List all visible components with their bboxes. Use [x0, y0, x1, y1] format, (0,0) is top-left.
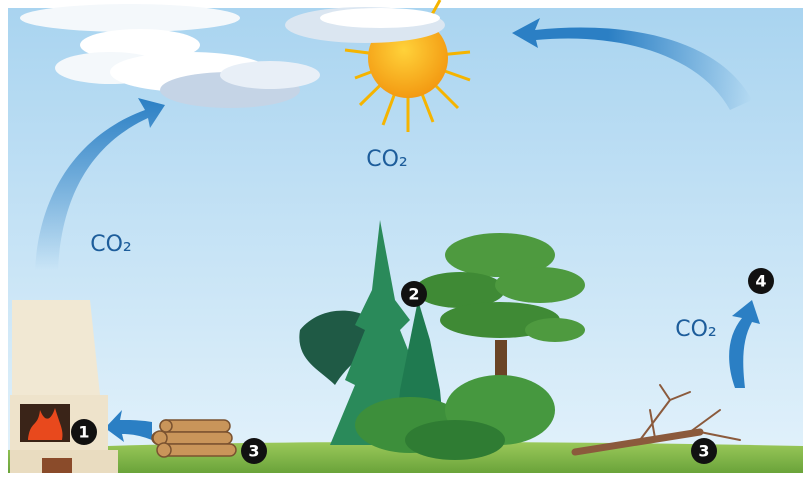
- marker-number: 3: [248, 442, 259, 461]
- woodpile: [152, 420, 236, 457]
- marker: 4: [748, 268, 774, 294]
- carbon-cycle-illustration: CO₂ CO₂ CO₂ 1 2 3 3 4: [0, 0, 811, 479]
- marker-number: 3: [698, 442, 709, 461]
- co2-label: CO₂: [366, 147, 408, 172]
- marker: 3: [691, 438, 717, 464]
- marker: 3: [241, 438, 267, 464]
- marker: 2: [401, 281, 427, 307]
- page: CO₂ CO₂ CO₂ 1 2 3 3 4 (() => { const dat…: [0, 0, 811, 479]
- marker-number: 2: [408, 285, 419, 304]
- marker: 1: [71, 419, 97, 445]
- marker-number: 4: [755, 272, 766, 291]
- marker-number: 1: [78, 423, 89, 442]
- co2-label: CO₂: [675, 317, 717, 342]
- co2-label: CO₂: [90, 232, 132, 257]
